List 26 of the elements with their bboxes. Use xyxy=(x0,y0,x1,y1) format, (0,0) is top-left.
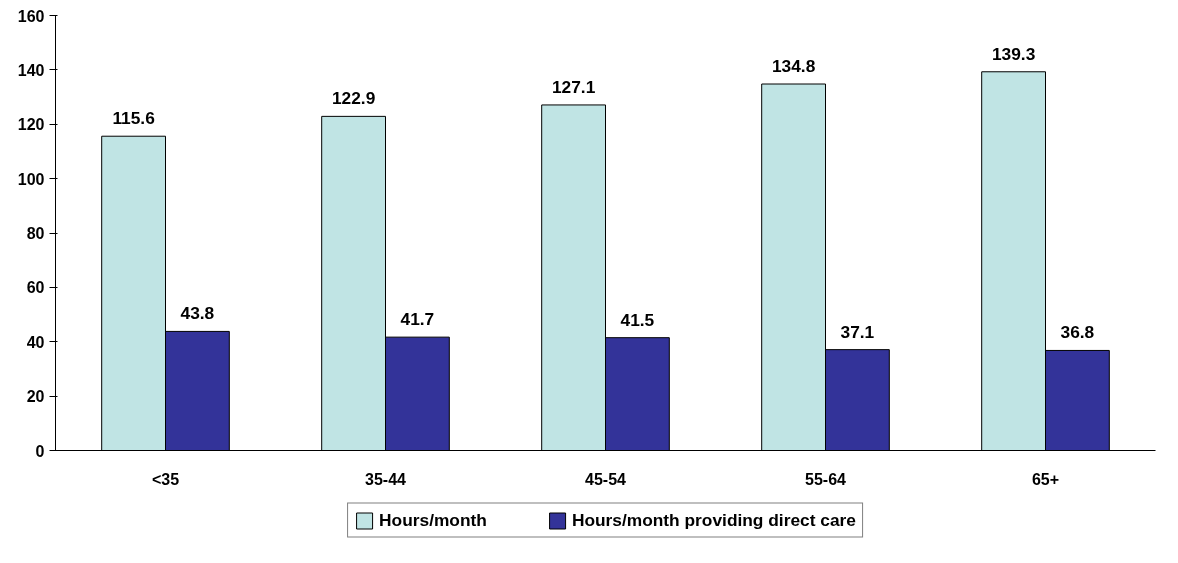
y-tick-label: 100 xyxy=(17,170,45,188)
y-tick-label: 40 xyxy=(26,333,45,351)
legend-label: Hours/month providing direct care xyxy=(571,509,856,531)
y-tick-label: 160 xyxy=(17,7,45,25)
data-label: 139.3 xyxy=(991,43,1036,64)
y-tick-label: 140 xyxy=(17,61,45,79)
x-tick-label: 55-64 xyxy=(805,470,847,488)
x-tick-label: <35 xyxy=(151,470,180,488)
data-label: 127.1 xyxy=(551,76,596,97)
x-tick-label: 45-54 xyxy=(585,470,627,488)
y-tick-label: 80 xyxy=(26,225,45,242)
y-tick-label: 120 xyxy=(17,116,45,134)
y-tick-label: 60 xyxy=(26,279,45,297)
data-label: 41.5 xyxy=(620,309,655,330)
y-tick-label: 20 xyxy=(26,388,45,406)
data-label: 43.8 xyxy=(180,303,215,324)
x-tick-label: 35-44 xyxy=(365,470,407,488)
legend-label: Hours/month xyxy=(379,509,487,531)
y-tick-label: 0 xyxy=(35,442,45,460)
data-label: 134.8 xyxy=(771,56,816,77)
data-label: 122.9 xyxy=(331,88,376,109)
data-label: 41.7 xyxy=(400,309,435,330)
data-label: 115.6 xyxy=(112,108,156,129)
data-label: 37.1 xyxy=(840,321,875,342)
x-tick-label: 65+ xyxy=(1031,470,1060,488)
data-label: 36.8 xyxy=(1060,322,1095,343)
